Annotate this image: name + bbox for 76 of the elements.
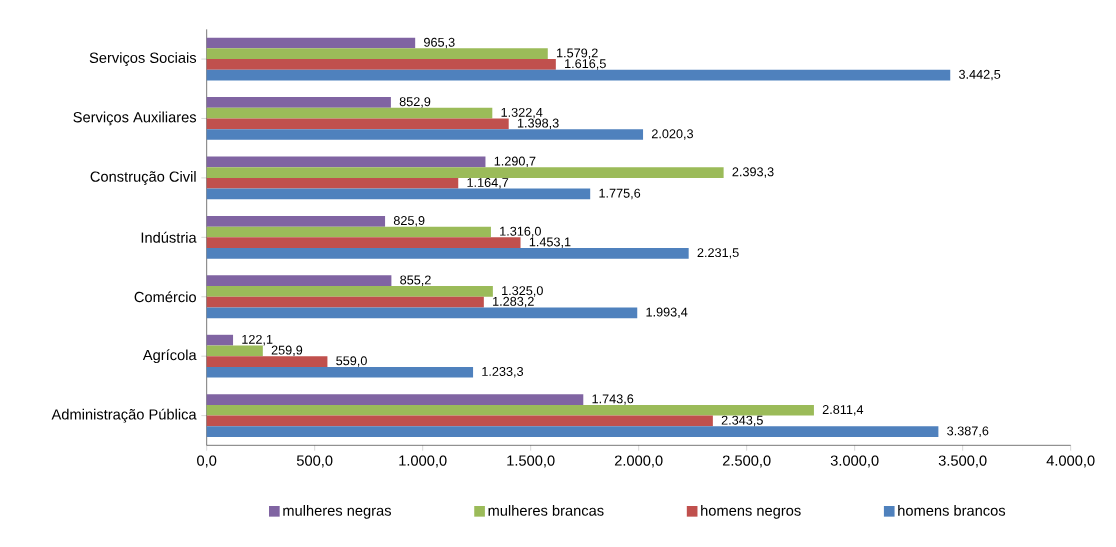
data-label: 1.398,3 [517,118,559,130]
x-tick-label: 0,0 [197,455,217,468]
bar [206,188,591,200]
bar [206,394,584,406]
bar [206,286,493,297]
data-label: 1.322,4 [501,108,543,119]
bar [206,107,493,119]
legend-label: mulheres brancas [488,505,604,516]
bar [206,167,724,179]
data-label: 2.231,5 [697,248,739,259]
bar [206,237,521,249]
bar [206,334,234,346]
y-tick-label: Serviços Auxiliares [73,111,197,126]
x-tick-label: 2.000,0 [614,455,663,468]
bar [206,296,484,308]
y-tick-label: Indústria [141,232,197,243]
x-tick-label: 2.500,0 [722,455,771,468]
y-tick-label: Comércio [134,291,196,303]
data-label: 852,9 [399,97,431,108]
data-label: 1.283,2 [493,297,534,308]
bar [206,226,491,238]
bar [206,59,556,70]
data-label: 1.316,0 [500,226,541,238]
legend-label: mulheres negras [283,505,391,519]
data-label: 1.579,2 [557,48,598,60]
data-label: 2.020,3 [651,129,694,140]
bar [206,178,459,189]
y-tick-label: Agrícola [142,349,197,364]
data-label: 2.393,3 [732,167,774,178]
data-label: 559,0 [336,356,367,367]
bar [206,97,391,108]
bar [206,356,328,368]
data-label: 855,2 [400,275,431,287]
x-tick-label: 1.500,0 [507,455,555,468]
x-tick-label: 500,0 [296,455,333,468]
data-label: 1.453,1 [529,237,571,249]
bar [206,307,638,319]
bar [206,129,644,141]
data-label: 1.325,0 [502,286,543,297]
data-label: 1.164,7 [467,178,509,189]
data-label: 1.993,4 [646,307,688,319]
x-tick-label: 3.000,0 [830,455,879,468]
bar [206,345,263,357]
bar [206,426,939,438]
x-tick-label: 1.000,0 [399,455,447,468]
data-label: 259,9 [271,345,303,357]
data-label: 2.811,4 [822,405,864,416]
data-label: 122,1 [242,335,273,346]
bar [206,367,474,378]
bar [206,118,509,130]
data-label: 3.387,6 [947,426,989,438]
bar [206,156,486,168]
x-tick-label: 4.000,0 [1046,455,1095,468]
data-label: 1.616,5 [565,59,606,70]
bar [206,37,416,49]
bar [206,248,689,259]
data-label: 825,9 [393,216,425,227]
data-label: 1.233,3 [482,367,524,378]
bar [206,275,392,287]
data-label: 2.343,5 [721,415,763,427]
data-label: 965,3 [424,37,455,49]
data-label: 1.743,6 [592,394,634,405]
bar [206,69,951,81]
y-tick-label: Administração Pública [51,408,197,423]
bar [206,216,386,227]
x-tick-label: 3.500,0 [938,455,987,468]
legend-label: homens negros [701,505,801,519]
data-label: 1.290,7 [494,156,536,168]
bar [206,48,548,60]
data-label: 3.442,5 [958,70,1001,81]
bar [206,415,713,427]
bar [206,405,814,416]
y-tick-label: Construção Civil [90,171,196,185]
y-tick-label: Serviços Sociais [89,52,197,67]
data-label: 1.775,6 [599,188,641,200]
legend-label: homens brancos [898,505,1006,516]
